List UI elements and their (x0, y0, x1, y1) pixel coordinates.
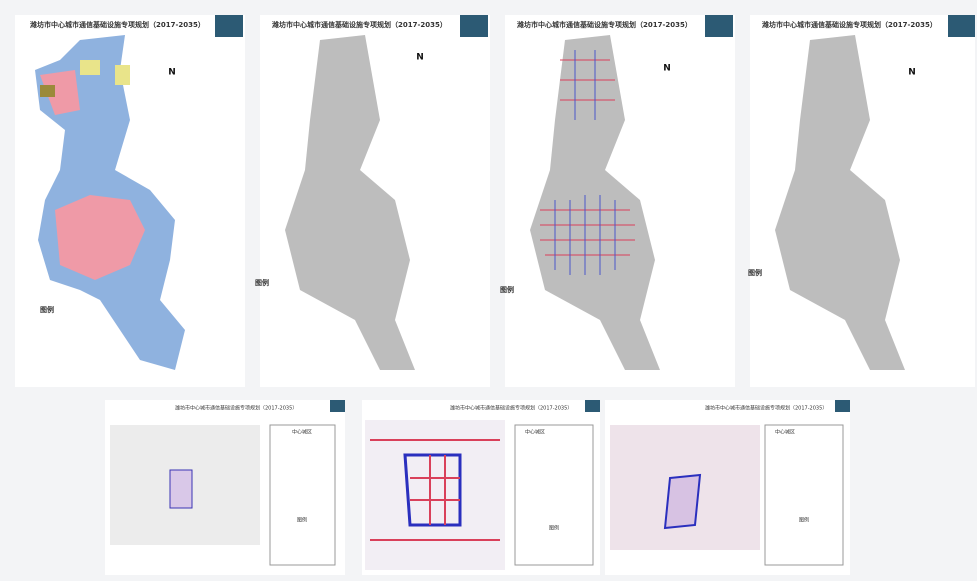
legend-title: 图例 (40, 305, 54, 314)
boundary (169, 469, 193, 509)
corner-logos (215, 15, 975, 412)
boundary (663, 473, 702, 530)
city-area (530, 35, 660, 370)
north-arrow: N (416, 53, 424, 63)
legend-title: 图例 (549, 525, 559, 532)
legend-title: 图例 (500, 285, 514, 294)
info-sheet (514, 424, 594, 566)
logo (330, 400, 345, 412)
logo (835, 400, 850, 412)
north-arrow: N (168, 68, 176, 78)
info-sheet (269, 424, 336, 566)
legend-title: 图例 (255, 278, 269, 287)
logo (948, 15, 975, 37)
sheet-label: 中心城区 (292, 429, 312, 436)
logo (585, 400, 600, 412)
dense-zone (55, 195, 145, 280)
logo (215, 15, 243, 37)
map-gray (285, 35, 905, 370)
north-arrow: N (663, 64, 671, 74)
panel-title: 潍坊市中心城市通信基础设施专项规划（2017-2035） (762, 20, 937, 29)
legend-title: 图例 (748, 268, 762, 277)
dense-zone (40, 70, 80, 115)
network-grid (540, 50, 635, 275)
map (365, 420, 505, 570)
zone (80, 60, 100, 75)
route (554, 50, 616, 275)
labels: 潍坊市中心城市通信基础设施专项规划（2017-2035） 潍坊市中心城市通信基础… (30, 20, 937, 532)
detail-maps (110, 420, 844, 570)
zone (115, 65, 130, 85)
route (370, 439, 500, 541)
panel-title: 潍坊市中心城市通信基础设施专项规划（2017-2035） (272, 20, 447, 29)
info-sheet (764, 424, 844, 566)
boundary (403, 453, 462, 527)
panel-title: 潍坊市中心城市通信基础设施专项规划（2017-2035） (30, 20, 205, 29)
panel-title: 潍坊市中心城市通信基础设施专项规划（2017-2035） (517, 20, 692, 29)
legend-title: 图例 (799, 517, 809, 524)
panel-title: 潍坊市中心城市通信基础设施专项规划（2017-2035） (705, 405, 827, 412)
north-arrow: N (908, 68, 916, 78)
city-area (285, 35, 415, 370)
zone (40, 85, 55, 97)
panel-title: 潍坊市中心城市通信基础设施专项规划（2017-2035） (450, 405, 572, 412)
sheet-label: 中心城区 (525, 429, 545, 436)
logo (705, 15, 733, 37)
sheet-label: 中心城区 (775, 429, 795, 436)
panel-title: 潍坊市中心城市通信基础设施专项规划（2017-2035） (175, 405, 297, 412)
map-coverage (35, 35, 185, 370)
legend-title: 图例 (297, 517, 307, 524)
city-area (775, 35, 905, 370)
logo (460, 15, 488, 37)
